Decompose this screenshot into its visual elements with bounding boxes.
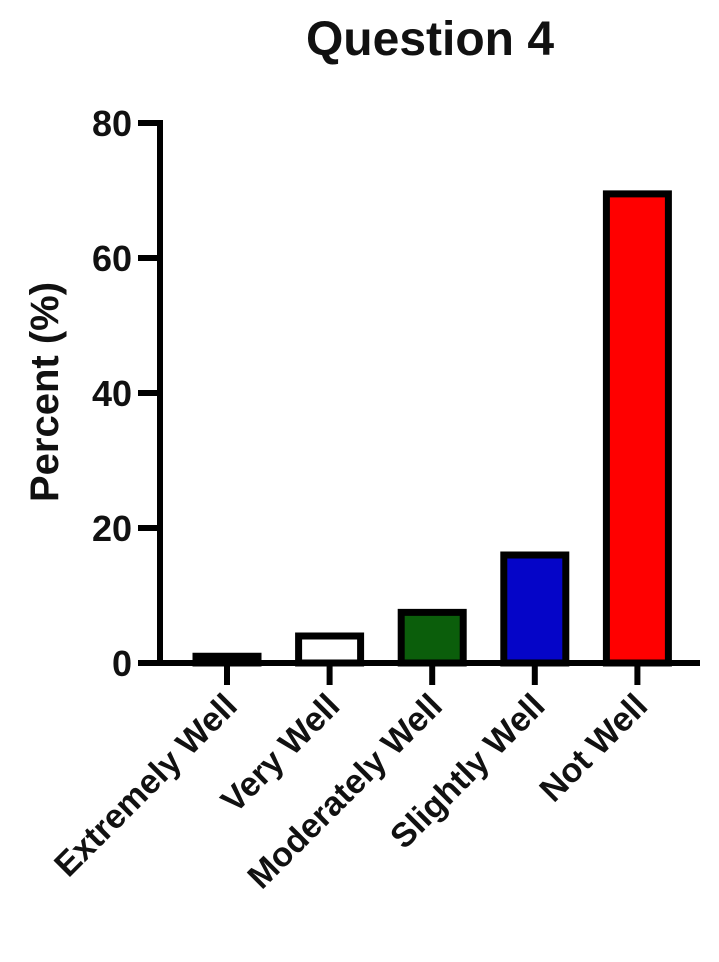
y-tick-label: 0 [112, 643, 132, 684]
x-tick-label: Not Well [532, 687, 655, 810]
bar-not-well [602, 190, 672, 667]
x-tick-label: Extremely Well [47, 687, 244, 884]
chart-title: Question 4 [306, 13, 554, 66]
bar-very-well [295, 632, 365, 667]
bars-group [192, 190, 672, 667]
y-ticks-group: 0 20 40 60 80 [92, 103, 160, 684]
y-tick-label: 80 [92, 103, 132, 144]
bar-slightly-well [500, 551, 570, 667]
y-tick-label: 40 [92, 373, 132, 414]
y-axis-label: Percent (%) [23, 282, 67, 502]
y-tick-label: 60 [92, 238, 132, 279]
bar-moderately-well [397, 608, 467, 667]
x-tick-label: Moderately Well [240, 687, 449, 896]
y-tick-label: 20 [92, 508, 132, 549]
